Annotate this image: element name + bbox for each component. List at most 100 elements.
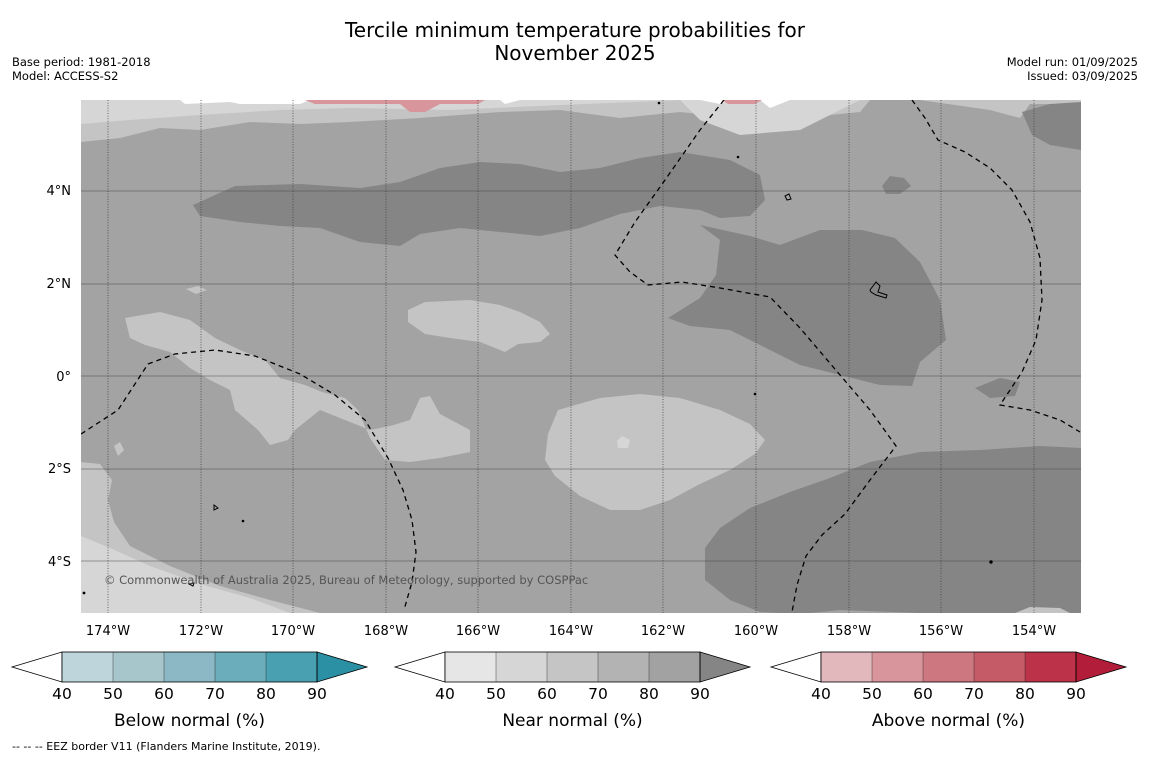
colorbar-tick-label: 60 (537, 685, 557, 703)
colorbar-tick-label: 70 (588, 685, 608, 703)
eez-border-east (911, 100, 1081, 433)
eez-border-west (81, 349, 417, 611)
colorbar-max-extend (1075, 651, 1128, 683)
latitude-ticks: 4°N 2°N 0° 2°S 4°S (47, 184, 72, 570)
colorbar-tick-label: 80 (639, 685, 659, 703)
lon-tick-label: 174°W (86, 624, 130, 639)
model-run-text: Model run: 01/09/2025 (1006, 55, 1138, 69)
colorbar-frame (820, 651, 1077, 683)
colorbar-tick-label: 60 (154, 685, 174, 703)
colorbar-segment (113, 652, 164, 682)
region-light-west (125, 312, 470, 462)
colorbar-tick-label: 60 (913, 685, 933, 703)
lon-tick-label: 168°W (364, 624, 408, 639)
colorbar-frame (61, 651, 318, 683)
colorbar-frame (444, 651, 701, 683)
issued-text: Issued: 03/09/2025 (1027, 69, 1138, 83)
colorbar-tick-label: 80 (1015, 685, 1035, 703)
lon-tick-label: 172°W (179, 624, 223, 639)
base-period-text: Base period: 1981-2018 (12, 55, 151, 69)
colorbar-segment (649, 652, 700, 682)
colorbar-tick-label: 70 (964, 685, 984, 703)
longitude-ticks: 174°W 172°W 170°W 168°W 166°W 164°W 162°… (86, 624, 1056, 639)
meta-right: Model run: 01/09/2025 Issued: 03/09/2025 (1007, 55, 1138, 83)
region-top-above-normal (305, 100, 762, 112)
colorbar-above-normal: 40 50 60 70 80 90 Above normal (%) (769, 651, 1128, 731)
lon-tick-label: 160°W (734, 624, 778, 639)
lat-tick-label: 4°N (47, 184, 72, 199)
colorbar-tick-label: 40 (52, 685, 72, 703)
lon-tick-label: 162°W (641, 624, 685, 639)
lat-tick-label: 2°N (47, 277, 72, 292)
colorbar-tick-label: 50 (862, 685, 882, 703)
colorbar-segment (62, 652, 113, 682)
graticule (81, 100, 1081, 613)
colorbar-label: Near normal (%) (502, 711, 642, 731)
island (241, 519, 245, 523)
model-text: Model: ACCESS-S2 (12, 69, 119, 83)
map-credit: © Commonwealth of Australia 2025, Bureau… (104, 573, 588, 587)
eez-borders (81, 100, 1081, 613)
colorbar-tick-label: 90 (690, 685, 710, 703)
region-dark-south (705, 446, 1081, 613)
colorbar-segment (872, 652, 923, 682)
colorbar-segment (1025, 652, 1076, 682)
colorbar-tick-label: 90 (307, 685, 327, 703)
colorbar-tick-label: 50 (103, 685, 123, 703)
region-light-patch-1 (186, 286, 207, 294)
region-sw-lighter (81, 536, 290, 613)
island (82, 591, 86, 595)
region-light-patch-3 (114, 442, 124, 456)
lat-tick-label: 4°S (48, 555, 71, 570)
region-top-white (180, 100, 790, 108)
meta-left: Base period: 1981-2018 Model: ACCESS-S2 (12, 55, 151, 83)
lat-tick-label: 0° (56, 370, 71, 385)
island (989, 560, 993, 564)
colorbar-label: Above normal (%) (872, 711, 1025, 731)
eez-footnote: -- -- -- EEZ border V11 (Flanders Marine… (12, 740, 321, 753)
title-line-1: Tercile minimum temperature probabilitie… (344, 18, 806, 42)
islands (82, 101, 993, 595)
colorbar-tick-label: 40 (811, 685, 831, 703)
colorbar-min-extend (393, 651, 446, 683)
region-top-lighter (81, 100, 1081, 135)
colorbar-segment (215, 652, 266, 682)
colorbar-tick-label: 90 (1066, 685, 1086, 703)
colorbar-segment (923, 652, 974, 682)
island (657, 101, 661, 105)
lon-tick-label: 158°W (827, 624, 871, 639)
colorbar-segment (821, 652, 872, 682)
region-dark-ne-corner (1022, 102, 1081, 150)
colorbar-min-extend (10, 651, 63, 683)
region-light-patch-2 (617, 436, 630, 448)
island (784, 193, 792, 201)
region-dark-east (668, 225, 946, 386)
eez-border-central (614, 100, 897, 613)
colorbar-label: Below normal (%) (114, 711, 265, 731)
island (753, 392, 757, 396)
island (869, 281, 888, 299)
colorbar-segment (598, 652, 649, 682)
colorbar-tick-label: 70 (205, 685, 225, 703)
colorbar-tick-label: 40 (435, 685, 455, 703)
colorbar-tick-label: 50 (486, 685, 506, 703)
lon-tick-label: 164°W (549, 624, 593, 639)
lon-tick-label: 156°W (919, 624, 963, 639)
island (736, 155, 740, 159)
lat-tick-label: 2°S (48, 462, 71, 477)
colorbar-segment (445, 652, 496, 682)
island (213, 504, 219, 511)
colorbar-max-extend (316, 651, 369, 683)
region-dark-ne-patch (882, 176, 911, 194)
island (187, 582, 195, 587)
colorbar-below-normal: 40 50 60 70 80 90 Below normal (%) (10, 651, 369, 731)
region-light-south (545, 394, 765, 510)
colorbar-segment (164, 652, 215, 682)
colorbar-segment (547, 652, 598, 682)
region-light-center (408, 300, 550, 352)
region-dark-north (193, 152, 765, 246)
region-se-light-bit (1015, 607, 1070, 613)
colorbar-min-extend (769, 651, 822, 683)
colorbar-segment (974, 652, 1025, 682)
